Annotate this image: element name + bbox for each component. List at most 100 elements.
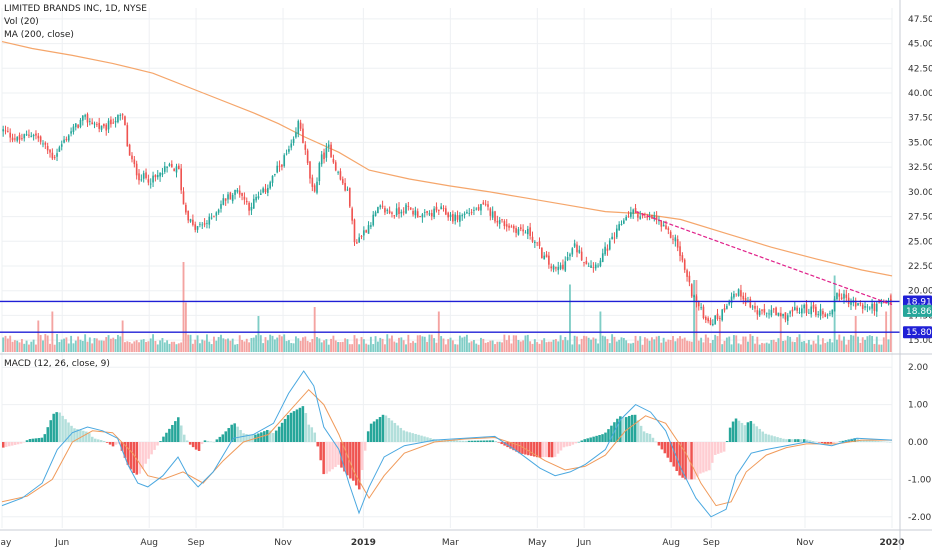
candle-body <box>215 212 218 216</box>
candle-body <box>234 189 236 195</box>
candle-body <box>709 319 712 325</box>
macd-histogram-bar <box>716 442 720 454</box>
macd-histogram-bar <box>245 434 248 442</box>
macd-histogram-bar <box>325 442 328 474</box>
candle-body <box>49 149 51 153</box>
candle-body <box>679 246 681 256</box>
candle-body <box>145 172 147 178</box>
candle-body <box>669 231 672 238</box>
volume-bar <box>102 340 105 352</box>
macd-histogram-bar <box>366 431 370 442</box>
volume-bar <box>494 344 496 352</box>
candle-body <box>199 223 201 225</box>
macd-histogram-bar <box>123 442 127 458</box>
volume-bar <box>854 316 857 352</box>
macd-histogram-bar <box>7 442 11 447</box>
candle-body <box>290 143 293 148</box>
candle-body <box>25 134 28 136</box>
macd-histogram-bar <box>767 434 770 442</box>
volume-bar <box>27 344 30 352</box>
candle-body <box>419 215 421 218</box>
volume-bar <box>191 343 194 352</box>
candle-body <box>208 216 211 225</box>
volume-bar <box>786 335 789 352</box>
macd-histogram-bar <box>874 440 877 442</box>
macd-histogram-bar <box>616 418 619 442</box>
volume-bar <box>461 337 464 352</box>
candle-body <box>89 121 91 122</box>
candle-body <box>201 224 204 226</box>
volume-bar <box>606 338 609 352</box>
macd-histogram-bar <box>328 442 331 472</box>
volume-bar <box>332 335 335 352</box>
volume-bar <box>86 341 89 352</box>
candle-body <box>452 214 454 222</box>
candle-body <box>786 315 789 321</box>
candle-body <box>859 303 862 304</box>
volume-bar <box>547 341 550 352</box>
volume-bar <box>660 342 663 352</box>
volume-bar <box>501 342 503 352</box>
volume-bar <box>697 340 700 352</box>
macd-histogram-bar <box>387 417 391 442</box>
x-tick-label: Aug <box>140 538 158 548</box>
macd-histogram-bar <box>722 442 726 452</box>
candle-body <box>477 207 480 210</box>
candle-body <box>505 224 508 227</box>
volume-bar <box>761 342 763 352</box>
candle-body <box>128 144 131 156</box>
candle-body <box>625 216 627 221</box>
candle-body <box>515 228 517 233</box>
volume-bar <box>597 343 600 352</box>
macd-histogram-bar <box>99 440 103 442</box>
volume-bar <box>170 341 173 352</box>
candle-body <box>58 147 61 152</box>
candle-body <box>519 227 522 230</box>
horizontal-levels[interactable] <box>0 300 900 333</box>
candle-body <box>686 270 688 277</box>
candle-body <box>96 124 98 125</box>
volume-bar <box>245 338 248 352</box>
macd-histogram-bar <box>162 436 165 442</box>
volume-bar <box>590 339 592 352</box>
volume-bar <box>100 340 103 352</box>
candle-body <box>222 198 225 205</box>
volume-bar <box>304 336 307 352</box>
macd-histogram-bar <box>414 433 417 442</box>
trendline[interactable] <box>635 211 893 306</box>
volume-bar <box>128 342 131 352</box>
volume-bar <box>721 344 724 352</box>
volume-bar <box>341 341 344 352</box>
price-tick-label: 30.00 <box>908 188 932 198</box>
volume-bar <box>789 336 792 352</box>
macd-histogram-bar <box>423 436 426 442</box>
x-tick-label: Nov <box>274 538 292 548</box>
candle-body <box>735 293 738 295</box>
macd-histogram-bar <box>687 442 690 480</box>
macd-tick-label: 1.00 <box>908 401 928 411</box>
macd-histogram-bar <box>776 437 779 442</box>
candle-body <box>810 306 813 315</box>
macd-histogram-bar <box>236 426 239 442</box>
volume-bar <box>2 337 5 352</box>
candle-body <box>276 165 279 173</box>
volume-bar <box>42 340 44 352</box>
volume-bar <box>11 341 14 352</box>
volume-bar <box>316 337 318 352</box>
volume-bar <box>798 334 801 352</box>
candle-body <box>53 157 56 158</box>
volume-bar <box>814 343 817 352</box>
candle-body <box>445 208 447 215</box>
volume-bar <box>512 335 515 352</box>
candle-body <box>30 135 33 138</box>
macd-histogram-bar <box>666 442 670 458</box>
candle-body <box>665 225 667 230</box>
macd-histogram-bar <box>553 442 557 457</box>
candle-body <box>60 144 63 147</box>
volume-bar <box>264 337 267 352</box>
macd-histogram-bar <box>212 441 216 443</box>
volume-bar <box>662 337 665 352</box>
volume-bar <box>280 336 283 352</box>
